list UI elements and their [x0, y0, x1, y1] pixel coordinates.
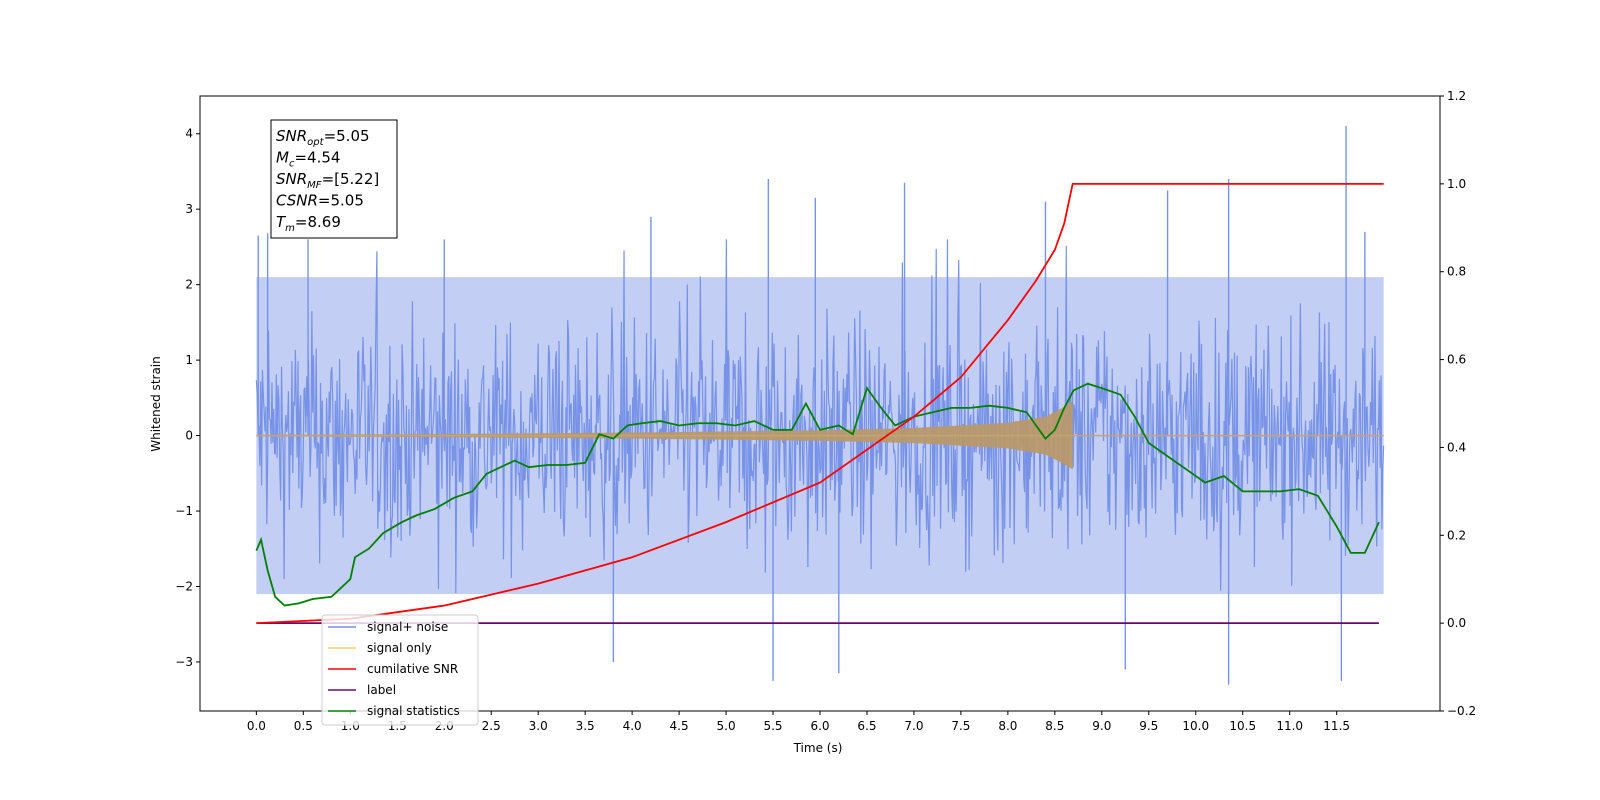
x-tick-label: 8.5: [1045, 719, 1064, 733]
y-tick-label: 1: [185, 353, 193, 367]
x-tick-label: 0.5: [294, 719, 313, 733]
x-tick-label: 5.0: [717, 719, 736, 733]
x-tick-label: 3.5: [576, 719, 595, 733]
legend-label: signal statistics: [367, 704, 460, 718]
y-tick-label: −3: [175, 655, 193, 669]
legend-label: cumilative SNR: [367, 662, 458, 676]
info-line: SNRMF=[5.22]: [276, 170, 379, 191]
y-tick-label: 0: [185, 429, 193, 443]
x-tick-label: 7.5: [951, 719, 970, 733]
y2-tick-label: 0.8: [1447, 265, 1466, 279]
y-tick-label: −2: [175, 579, 193, 593]
legend-label: signal+ noise: [367, 620, 448, 634]
y2-tick-label: 0.4: [1447, 440, 1466, 454]
x-tick-label: 3.0: [529, 719, 548, 733]
x-tick-label: 0.0: [247, 719, 266, 733]
series-cumulative-snr-line: [256, 182, 1384, 625]
x-tick-label: 11.5: [1323, 719, 1350, 733]
x-tick-label: 7.0: [904, 719, 923, 733]
series-signal-noise-line: [255, 239, 1385, 594]
x-tick-label: 4.5: [670, 719, 689, 733]
x-tick-label: 6.0: [810, 719, 829, 733]
x-tick-label: 11.0: [1276, 719, 1303, 733]
info-box: [270, 119, 398, 239]
y2-tick-label: 0.6: [1447, 353, 1466, 367]
info-line: Tm=8.69: [276, 213, 341, 234]
x-tick-label: 10.0: [1182, 719, 1209, 733]
y-axis-title: Whitened strain: [149, 356, 163, 452]
x-tick-label: 4.0: [623, 719, 642, 733]
x-tick-label: 9.5: [1139, 719, 1158, 733]
y-tick-label: 3: [185, 202, 193, 216]
x-tick-label: 9.0: [1092, 719, 1111, 733]
y2-tick-label: 0.0: [1447, 616, 1466, 630]
info-line: CSNR=5.05: [276, 192, 364, 210]
x-tick-label: 5.5: [763, 719, 782, 733]
info-line: SNRopt=5.05: [276, 127, 370, 148]
y-tick-label: 4: [185, 127, 193, 141]
x-tick-label: 8.0: [998, 719, 1017, 733]
x-axis-title: Time (s): [793, 741, 843, 755]
y-tick-label: 2: [185, 278, 193, 292]
legend-label: signal only: [367, 641, 432, 655]
y-tick-label: −1: [175, 504, 193, 518]
info-line: Mc=4.54: [276, 149, 340, 170]
y2-tick-label: −0.2: [1447, 704, 1476, 718]
x-tick-label: 10.5: [1229, 719, 1256, 733]
x-tick-label: 6.5: [857, 719, 876, 733]
legend-label: label: [367, 683, 396, 697]
y2-tick-label: 1.0: [1447, 177, 1466, 191]
x-tick-label: 2.5: [482, 719, 501, 733]
series-signal-statistics-line: [255, 382, 1380, 607]
legend: [321, 614, 479, 726]
y2-tick-label: 0.2: [1447, 528, 1466, 542]
y2-tick-label: 1.2: [1447, 89, 1466, 103]
